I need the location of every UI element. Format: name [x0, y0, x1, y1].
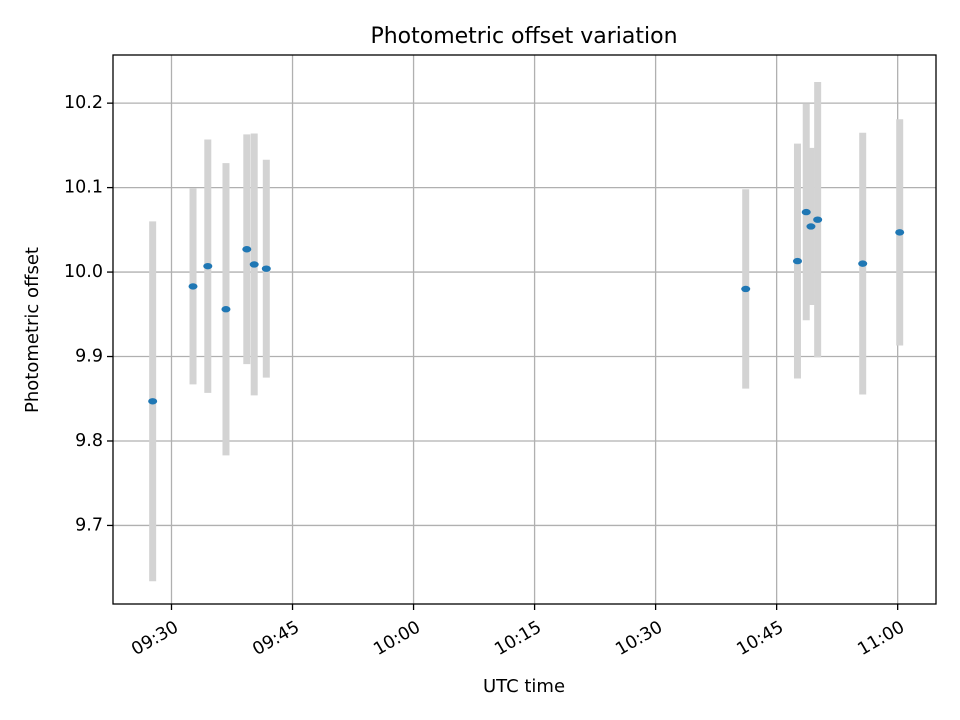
data-point: [148, 398, 158, 405]
data-point: [261, 265, 271, 272]
data-point: [801, 208, 811, 216]
chart-title: Photometric offset variation: [370, 24, 677, 49]
data-point: [895, 229, 905, 236]
data-point: [806, 223, 816, 230]
data-point: [249, 261, 259, 268]
y-tick-label: 9.7: [75, 515, 103, 535]
data-point: [792, 257, 802, 265]
data-points: [148, 208, 905, 405]
data-point: [741, 285, 751, 293]
y-axis-ticks: 9.7 9.8 9.9 10.0 10.1 10.2: [64, 93, 113, 535]
y-tick-label: 9.9: [75, 347, 103, 367]
y-tick-label: 9.8: [75, 431, 103, 451]
data-point: [858, 260, 868, 267]
y-tick-label: 10.0: [64, 262, 103, 282]
data-point: [188, 283, 198, 290]
plot-frame: [112, 54, 937, 605]
y-axis-label: Photometric offset: [22, 247, 43, 413]
data-point: [221, 306, 231, 313]
data-point: [242, 246, 252, 253]
data-point: [813, 216, 823, 223]
y-tick-label: 10.1: [64, 178, 103, 198]
data-point: [203, 262, 213, 270]
y-tick-label: 10.2: [64, 93, 103, 113]
x-axis-label: UTC time: [483, 676, 565, 697]
